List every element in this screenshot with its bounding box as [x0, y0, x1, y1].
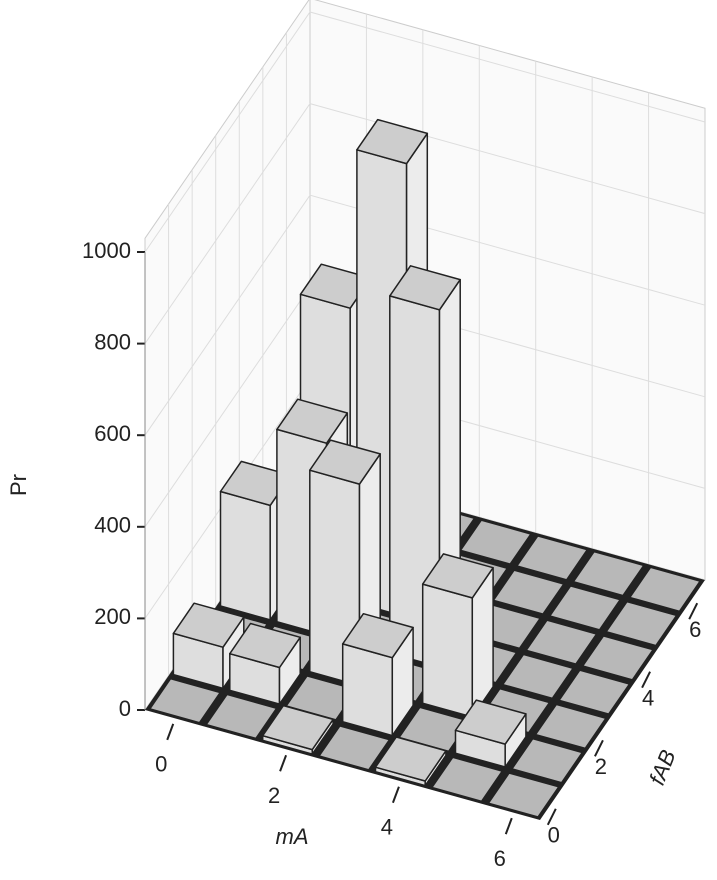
- bar: [511, 737, 584, 784]
- bar-top: [549, 585, 621, 631]
- bar-top: [341, 612, 414, 659]
- bar: [492, 569, 565, 615]
- bar: [341, 612, 414, 737]
- bar: [261, 704, 334, 755]
- bar: [534, 703, 607, 750]
- bar: [459, 519, 532, 565]
- grid-line: [144, 103, 706, 344]
- bar: [229, 622, 301, 705]
- z-tick-label: 200: [94, 604, 131, 629]
- bar: [516, 535, 589, 581]
- y-tick-label: 0: [548, 823, 560, 848]
- bar-front: [421, 583, 474, 718]
- bar: [572, 550, 645, 597]
- bar-top: [421, 553, 494, 599]
- bar-top: [516, 535, 589, 581]
- x-tick: [504, 817, 513, 835]
- bar-top: [511, 737, 584, 784]
- z-axis-title: Pr: [6, 474, 31, 496]
- y-tick: [641, 671, 651, 689]
- bar-top: [492, 569, 565, 615]
- bar: [149, 677, 221, 724]
- bar-top: [229, 622, 301, 669]
- bar: [525, 619, 598, 665]
- bar: [558, 669, 631, 715]
- y-tick: [594, 739, 604, 757]
- bar-top: [205, 693, 278, 740]
- bar-front: [219, 490, 271, 621]
- x-axis-title: mA: [276, 824, 309, 849]
- bar-top: [534, 703, 607, 750]
- bar: [318, 725, 391, 771]
- bar: [549, 585, 621, 631]
- bar: [581, 635, 654, 681]
- bar-top: [487, 772, 560, 818]
- bar: [205, 693, 278, 740]
- bar-top: [525, 619, 598, 665]
- bar-top: [261, 704, 334, 751]
- bar-top: [572, 550, 645, 597]
- z-tick-label: 800: [94, 329, 131, 354]
- bar: [501, 653, 574, 700]
- bar-top: [309, 439, 381, 485]
- bar-top: [459, 519, 532, 565]
- x-tick-label: 0: [155, 752, 167, 777]
- x-tick: [279, 754, 288, 772]
- bar: [487, 772, 560, 818]
- bar-top: [629, 566, 701, 613]
- y-tick: [688, 602, 699, 620]
- bar-top: [356, 118, 429, 165]
- bar: [431, 756, 504, 803]
- grid-line: [144, 11, 706, 253]
- bar-top: [374, 736, 447, 782]
- bar-front: [341, 643, 394, 737]
- bar: [605, 600, 678, 647]
- bar-top: [431, 756, 504, 803]
- y-axis-title: fAB: [644, 746, 680, 788]
- y-tick: [546, 808, 557, 826]
- bar-top: [581, 635, 654, 681]
- y-tick-label: 4: [642, 686, 654, 711]
- x-tick: [391, 786, 400, 804]
- y-tick-label: 2: [595, 754, 607, 779]
- bar: [421, 553, 494, 718]
- x-tick-label: 4: [381, 815, 393, 840]
- bar-top: [172, 602, 245, 648]
- z-tick-label: 1000: [82, 238, 131, 263]
- x-tick: [166, 723, 175, 741]
- grid-line: [144, 194, 706, 436]
- x-tick-label: 2: [268, 783, 280, 808]
- bar-top: [318, 725, 391, 771]
- bar: [454, 699, 527, 768]
- z-tick-label: 400: [94, 513, 131, 538]
- bar: [629, 566, 701, 613]
- x-tick-label: 6: [494, 846, 506, 871]
- z-tick-label: 600: [94, 421, 131, 446]
- bar-top: [276, 398, 349, 444]
- bar-top: [149, 677, 221, 724]
- bar: [389, 265, 461, 668]
- bar-top: [501, 653, 574, 700]
- bar-top: [605, 600, 678, 647]
- y-tick-label: 6: [689, 617, 701, 642]
- bar: [374, 736, 447, 787]
- z-tick-label: 0: [119, 696, 131, 721]
- bar-top: [389, 265, 461, 311]
- bar-top: [454, 699, 527, 745]
- bar-top: [558, 669, 631, 715]
